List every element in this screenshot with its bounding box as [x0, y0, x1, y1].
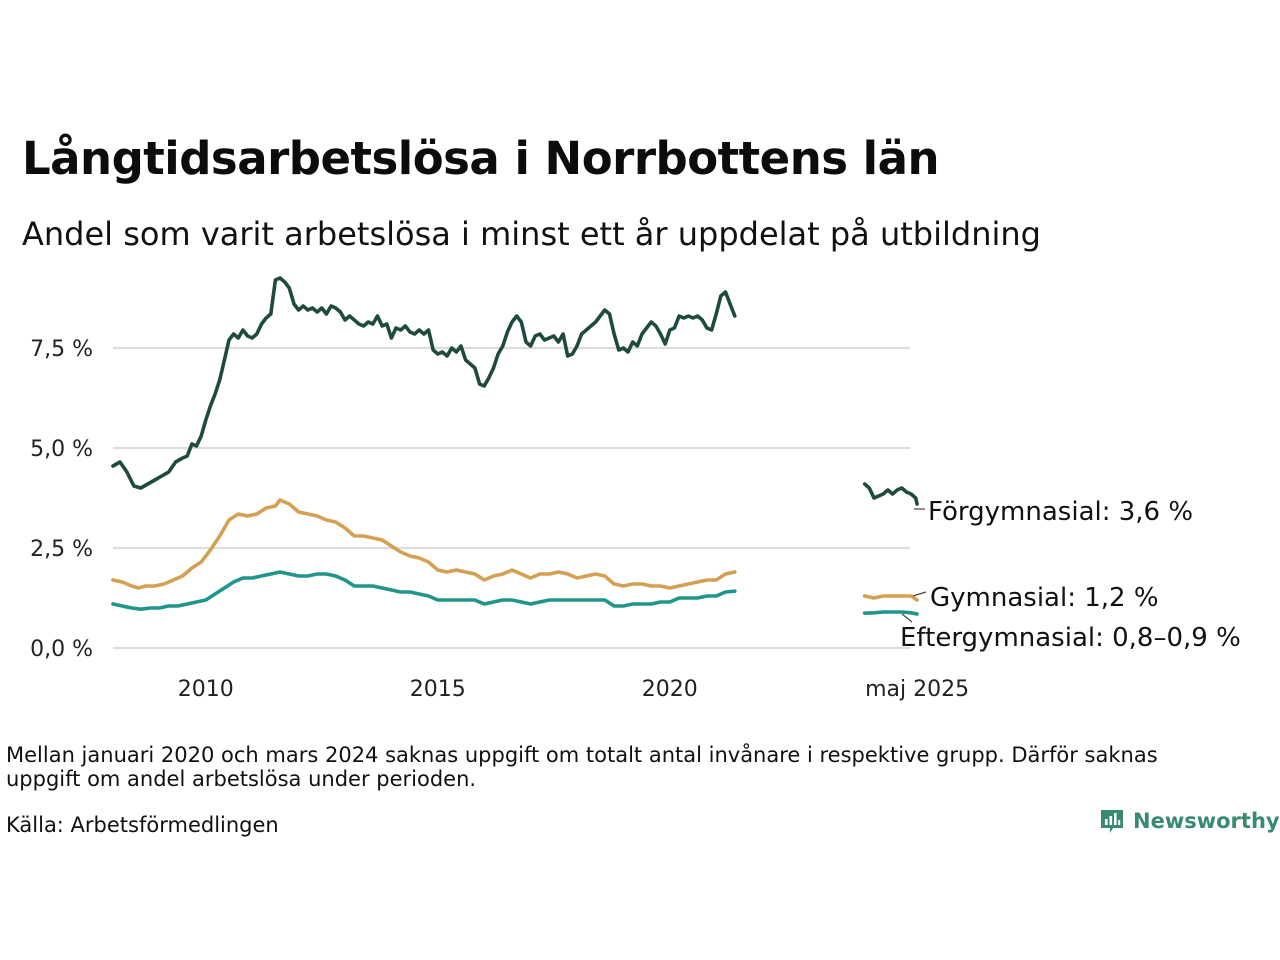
y-tick-label: 5,0 %	[30, 437, 93, 462]
series-line-förgymnasial	[111, 276, 737, 490]
series-labels: Förgymnasial: 3,6 % Gymnasial: 1,2 % Efter…	[900, 497, 1241, 653]
x-tick-label: 2015	[410, 677, 466, 702]
series-line-eftergymnasial	[862, 610, 919, 616]
x-tick-label: maj 2025	[865, 677, 969, 702]
bar-chart-icon	[1101, 810, 1123, 833]
grid-lines	[113, 346, 910, 650]
brand-name: Newsworthy	[1133, 809, 1280, 833]
series-line-gymnasial	[862, 594, 919, 602]
series-label-förgymnasial: Förgymnasial: 3,6 %	[928, 497, 1193, 527]
y-tick-label: 7,5 %	[30, 337, 93, 362]
source-credit: Källa: Arbetsförmedlingen	[6, 813, 279, 837]
chart-title: Långtidsarbetslösa i Norrbottens län	[22, 132, 940, 185]
series-line-förgymnasial	[862, 482, 919, 506]
label-leader	[901, 613, 913, 623]
y-tick-label: 2,5 %	[30, 537, 93, 562]
series-line-gymnasial	[111, 498, 737, 590]
line-chart: 0,0 % 2,5 % 5,0 % 7,5 % 2010 2015 2020 maj 202…	[30, 276, 1241, 702]
label-leader	[912, 591, 927, 597]
y-tick-label: 0,0 %	[30, 637, 93, 662]
series-line-eftergymnasial	[111, 570, 737, 611]
x-tick-label: 2010	[178, 677, 234, 702]
series-lines	[111, 276, 919, 616]
series-label-eftergymnasial: Eftergymnasial: 0,8–0,9 %	[900, 623, 1241, 653]
brand-logo[interactable]: Newsworthy	[1099, 808, 1280, 834]
x-axis-ticks: 2010 2015 2020 maj 2025	[178, 677, 969, 702]
series-label-gymnasial: Gymnasial: 1,2 %	[930, 583, 1159, 613]
y-axis-ticks: 0,0 % 2,5 % 5,0 % 7,5 %	[30, 337, 93, 662]
footnote: Mellan januari 2020 och mars 2024 saknas…	[6, 743, 1158, 791]
chart-subtitle: Andel som varit arbetslösa i minst ett å…	[22, 215, 1041, 253]
x-tick-label: 2020	[642, 677, 698, 702]
